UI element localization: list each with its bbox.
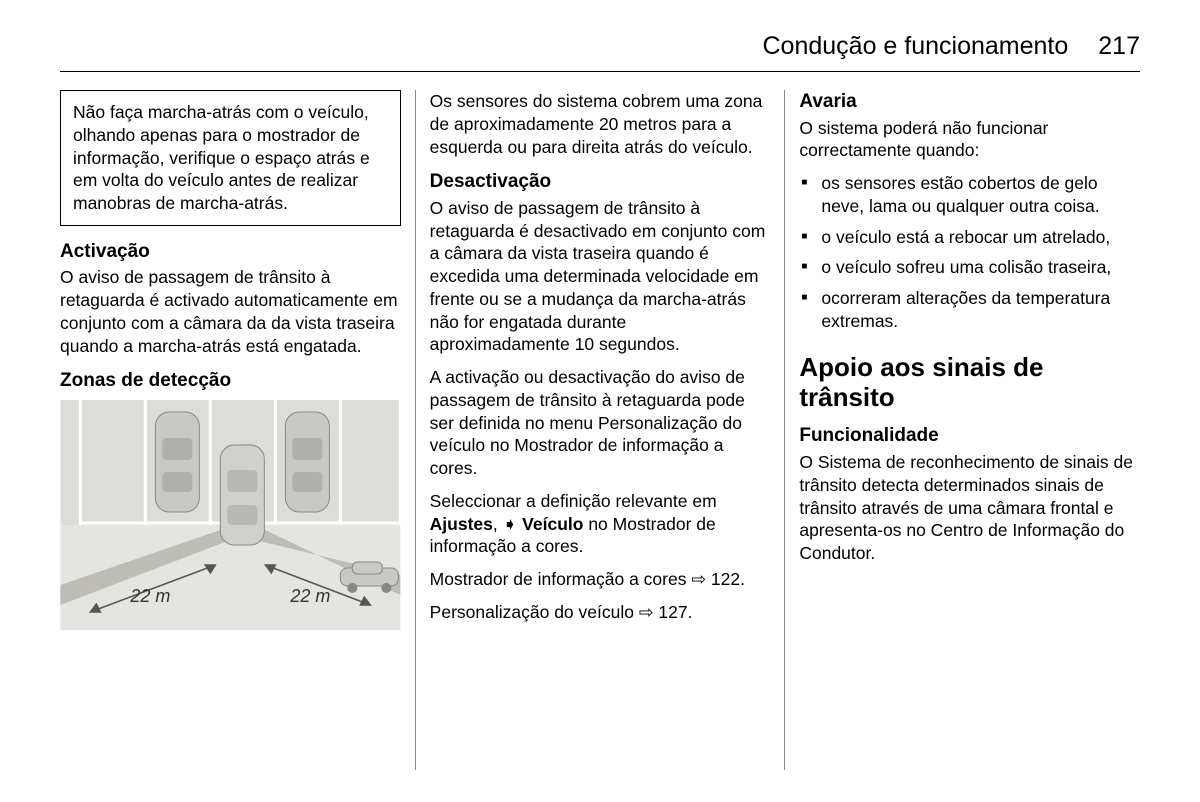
xref-page: 127 <box>658 602 687 622</box>
xref-colour-display: Mostrador de informação a cores ⇨ 122. <box>430 568 771 591</box>
text-fragment: Seleccionar a definição relevante em <box>430 491 717 511</box>
list-item: o veículo sofreu uma colisão traseira, <box>799 256 1140 279</box>
deactivation-text: O aviso de passagem de trânsito à retagu… <box>430 197 771 356</box>
fault-intro-text: O sistema poderá não funcionar correctam… <box>799 117 1140 163</box>
menu-veiculo: Veículo <box>522 514 583 534</box>
heading-fault: Avaria <box>799 90 1140 115</box>
column-right: Avaria O sistema poderá não funcionar co… <box>785 90 1140 770</box>
xref-arrow-icon: ⇨ <box>691 569 706 589</box>
heading-functionality: Funcionalidade <box>799 424 1140 449</box>
list-item: ocorreram alterações da temperatura extr… <box>799 287 1140 333</box>
xref-text: Mostrador de informação a cores <box>430 569 692 589</box>
heading-traffic-sign-assist: Apoio aos sinais de trânsito <box>799 353 1140 413</box>
chapter-title: Condução e funcionamento <box>763 32 1069 61</box>
warning-box: Não faça marcha-atrás com o veículo, olh… <box>60 90 401 226</box>
list-item: o veículo está a rebocar um atrelado, <box>799 226 1140 249</box>
column-left: Não faça marcha-atrás com o veículo, olh… <box>60 90 415 770</box>
heading-activation: Activação <box>60 240 401 265</box>
xref-page: 122 <box>711 569 740 589</box>
fault-conditions-list: os sensores estão cobertos de gelo neve,… <box>799 172 1140 333</box>
content-columns: Não faça marcha-atrás com o veículo, olh… <box>60 90 1140 770</box>
xref-text: Personalização do veículo <box>430 602 639 622</box>
heading-detection-zones: Zonas de detecção <box>60 369 401 394</box>
settings-path-text: Seleccionar a definição relevante em Aju… <box>430 490 771 558</box>
list-item: os sensores estão cobertos de gelo neve,… <box>799 172 1140 218</box>
detection-zone-diagram: 22 m 22 m <box>60 400 401 630</box>
page-header: Condução e funcionamento 217 <box>60 32 1140 72</box>
xref-personalisation: Personalização do veículo ⇨ 127. <box>430 601 771 624</box>
diagram-label-right: 22 m <box>289 586 330 606</box>
text-fragment: , <box>493 514 503 534</box>
sensor-coverage-text: Os sensores do sistema cobrem uma zona d… <box>430 90 771 158</box>
page-number: 217 <box>1098 32 1140 61</box>
column-middle: Os sensores do sistema cobrem uma zona d… <box>415 90 786 770</box>
menu-arrow-icon: ➧ <box>503 514 518 534</box>
diagram-label-left: 22 m <box>129 586 170 606</box>
personalisation-text: A activação ou desactivação do aviso de … <box>430 366 771 480</box>
functionality-text: O Sistema de reconhecimento de sinais de… <box>799 451 1140 565</box>
xref-arrow-icon: ⇨ <box>639 602 654 622</box>
activation-text: O aviso de passagem de trânsito à retagu… <box>60 266 401 357</box>
heading-deactivation: Desactivação <box>430 170 771 195</box>
warning-text: Não faça marcha-atrás com o veículo, olh… <box>73 102 370 213</box>
menu-ajustes: Ajustes <box>430 514 493 534</box>
